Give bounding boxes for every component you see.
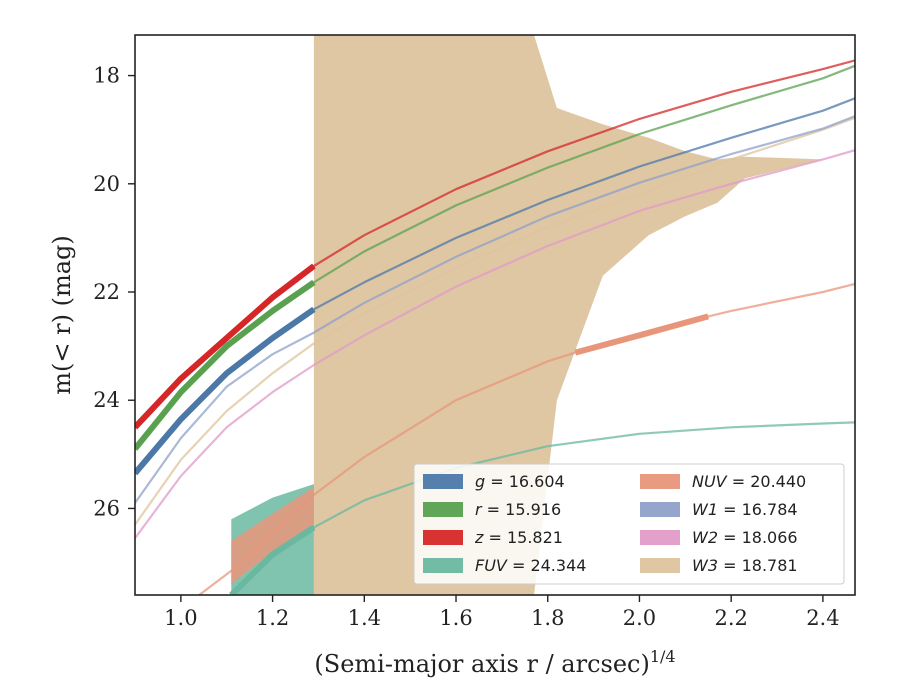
- x-axis: 1.0 1.2 1.4 1.6 1.8 2.0 2.2 2.4: [164, 595, 840, 630]
- series-lines: [135, 59, 855, 595]
- legend-box: [413, 463, 845, 585]
- series-thick-nuv: [574, 313, 709, 356]
- series-thick-r: [135, 279, 316, 451]
- band-w3: [313, 35, 855, 595]
- x-tick-label: 2.0: [623, 606, 656, 630]
- legend-swatch-w2: [640, 530, 680, 545]
- legend-label-nuv: NUV = 20.440: [692, 472, 806, 491]
- legend-swatch-fuv: [423, 558, 463, 573]
- x-axis-label: (Semi-major axis r / arcsec)1/4: [314, 647, 675, 678]
- legend-label-w1: W1 = 16.784: [692, 500, 798, 519]
- legend-label-z: z = 15.821: [474, 528, 563, 547]
- series-thick-fuv: [229, 524, 316, 595]
- y-axis-label: m(< r) (mag): [48, 235, 76, 394]
- legend-label-w2: W2 = 18.066: [692, 528, 798, 547]
- x-tick-label: 1.6: [439, 606, 472, 630]
- legend-label-fuv: FUV = 24.344: [475, 556, 586, 575]
- legend-swatch-z: [423, 530, 463, 545]
- x-tick-label: 1.8: [531, 606, 564, 630]
- y-tick-label: 24: [93, 388, 120, 412]
- legend-swatch-nuv: [640, 474, 680, 489]
- series-line-nuv: [198, 282, 855, 595]
- x-tick-label: 1.4: [348, 606, 381, 630]
- y-tick-label: 22: [93, 280, 120, 304]
- y-tick-label: 20: [93, 172, 120, 196]
- legend-swatch-w1: [640, 502, 680, 517]
- legend-swatch-w3: [640, 558, 680, 573]
- band-nuv: [231, 486, 314, 585]
- x-tick-label: 2.4: [806, 606, 839, 630]
- x-tick-label: 1.0: [164, 606, 197, 630]
- series-line-w2: [135, 149, 855, 539]
- series-line-w3: [135, 116, 855, 526]
- legend-label-w3: W3 = 18.781: [692, 556, 798, 575]
- legend-label-r: r = 15.916: [475, 500, 561, 519]
- series-thick-z: [135, 263, 316, 430]
- legend-swatch-g: [423, 474, 463, 489]
- x-tick-label: 1.2: [256, 606, 289, 630]
- legend-label-g: g = 16.604: [475, 472, 565, 491]
- series-thick-g: [135, 306, 316, 476]
- uncertainty-bands: [231, 35, 855, 595]
- legend-swatch-r: [423, 502, 463, 517]
- x-tick-label: 2.2: [714, 606, 747, 630]
- y-axis: 18 20 22 24 26: [93, 64, 135, 520]
- y-tick-label: 26: [93, 496, 120, 520]
- plot-frame: [134, 34, 856, 596]
- legend: g = 16.604 r = 15.916 z = 15.821 FUV = 24.3…: [413, 463, 845, 585]
- y-tick-label: 18: [93, 64, 120, 88]
- series-line-w1: [135, 115, 855, 504]
